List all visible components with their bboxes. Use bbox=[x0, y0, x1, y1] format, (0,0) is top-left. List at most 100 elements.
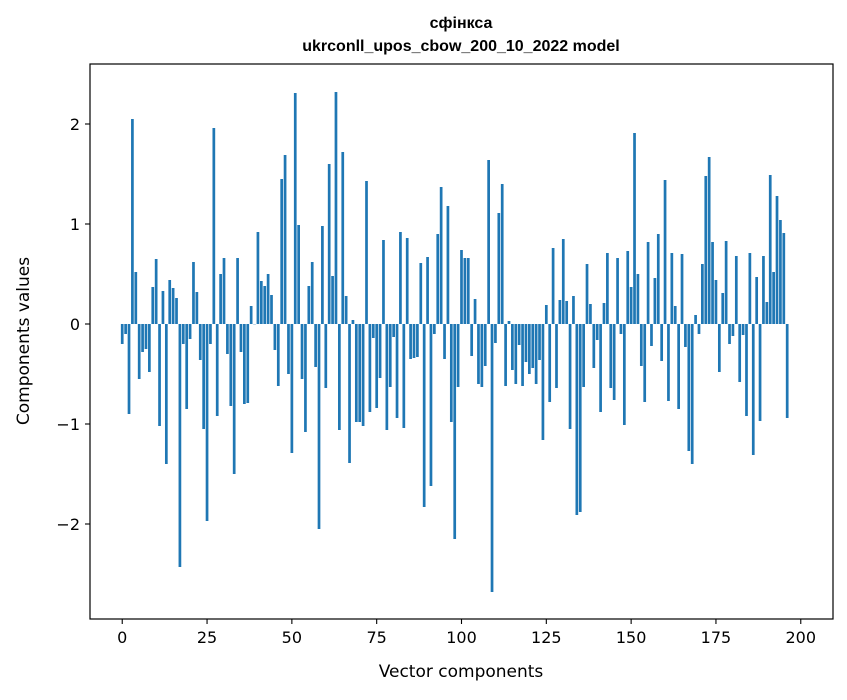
bar bbox=[416, 324, 419, 357]
x-tick-label: 25 bbox=[197, 628, 217, 647]
bar bbox=[335, 92, 338, 324]
bar bbox=[626, 251, 629, 324]
bar bbox=[616, 258, 619, 324]
bar bbox=[396, 324, 399, 418]
y-tick-label: 0 bbox=[70, 315, 80, 334]
bar bbox=[199, 324, 202, 360]
y-tick-label: −2 bbox=[56, 515, 80, 534]
bar bbox=[514, 324, 517, 384]
bar bbox=[637, 274, 640, 324]
bar bbox=[328, 164, 331, 324]
bar bbox=[382, 240, 385, 324]
bar bbox=[762, 256, 765, 324]
bar bbox=[755, 277, 758, 324]
bar bbox=[121, 324, 124, 344]
bar bbox=[131, 119, 134, 324]
x-tick-label: 75 bbox=[367, 628, 387, 647]
bar bbox=[674, 306, 677, 324]
bar bbox=[647, 242, 650, 324]
bar bbox=[172, 288, 175, 324]
bar bbox=[202, 324, 205, 429]
bar bbox=[240, 324, 243, 352]
bar bbox=[749, 253, 752, 324]
bar bbox=[406, 238, 409, 324]
bar bbox=[284, 155, 287, 324]
bar bbox=[229, 324, 232, 406]
bar bbox=[392, 324, 395, 337]
bar bbox=[331, 276, 334, 324]
x-tick-label: 200 bbox=[785, 628, 816, 647]
bar bbox=[548, 324, 551, 402]
bar bbox=[270, 295, 273, 324]
bar bbox=[599, 324, 602, 412]
bar bbox=[246, 324, 249, 403]
bar bbox=[535, 324, 538, 384]
bar bbox=[307, 286, 310, 324]
bar bbox=[732, 324, 735, 336]
bar bbox=[243, 324, 246, 404]
bar bbox=[287, 324, 290, 374]
bar bbox=[423, 324, 426, 507]
bar bbox=[694, 315, 697, 324]
bar bbox=[650, 324, 653, 346]
x-tick-label: 50 bbox=[282, 628, 302, 647]
bar bbox=[179, 324, 182, 567]
bar bbox=[531, 324, 534, 368]
bar bbox=[294, 93, 297, 324]
bar bbox=[497, 213, 500, 324]
bar bbox=[168, 280, 171, 324]
bar bbox=[175, 298, 178, 324]
bar bbox=[687, 324, 690, 451]
bar bbox=[776, 196, 779, 324]
bar bbox=[643, 324, 646, 402]
bar bbox=[450, 324, 453, 422]
bar bbox=[128, 324, 131, 414]
bar bbox=[518, 324, 521, 345]
bar bbox=[782, 233, 785, 324]
bar bbox=[487, 160, 490, 324]
bar bbox=[664, 180, 667, 324]
bar bbox=[155, 259, 158, 324]
bar bbox=[630, 287, 633, 324]
bar bbox=[399, 232, 402, 324]
bar bbox=[613, 324, 616, 400]
bar bbox=[606, 253, 609, 324]
bar bbox=[138, 324, 141, 379]
bar bbox=[311, 262, 314, 324]
bar bbox=[525, 324, 528, 362]
bar bbox=[413, 324, 416, 358]
bar bbox=[375, 324, 378, 408]
bar bbox=[715, 280, 718, 324]
x-tick-label: 0 bbox=[117, 628, 127, 647]
bar bbox=[341, 152, 344, 324]
bar bbox=[304, 324, 307, 432]
bar bbox=[352, 320, 355, 324]
bar bbox=[216, 324, 219, 416]
bar bbox=[501, 184, 504, 324]
bar bbox=[596, 324, 599, 340]
bar bbox=[504, 324, 507, 386]
bar bbox=[433, 324, 436, 334]
bar bbox=[633, 133, 636, 324]
bar bbox=[528, 324, 531, 374]
bar bbox=[426, 257, 429, 324]
bar bbox=[718, 324, 721, 372]
chart-title-line-2: ukrconll_upos_cbow_200_10_2022 model bbox=[302, 38, 619, 55]
bar bbox=[765, 302, 768, 324]
bar bbox=[158, 324, 161, 426]
bar bbox=[654, 278, 657, 324]
bar bbox=[318, 324, 321, 529]
bar bbox=[365, 181, 368, 324]
bar bbox=[609, 324, 612, 388]
bar bbox=[257, 232, 260, 324]
bar bbox=[440, 187, 443, 324]
bar bbox=[779, 220, 782, 324]
bar bbox=[182, 324, 185, 344]
bar bbox=[481, 324, 484, 387]
bar bbox=[277, 324, 280, 386]
bar bbox=[134, 272, 137, 324]
bar bbox=[389, 324, 392, 387]
bar bbox=[141, 324, 144, 352]
bar bbox=[324, 324, 327, 388]
